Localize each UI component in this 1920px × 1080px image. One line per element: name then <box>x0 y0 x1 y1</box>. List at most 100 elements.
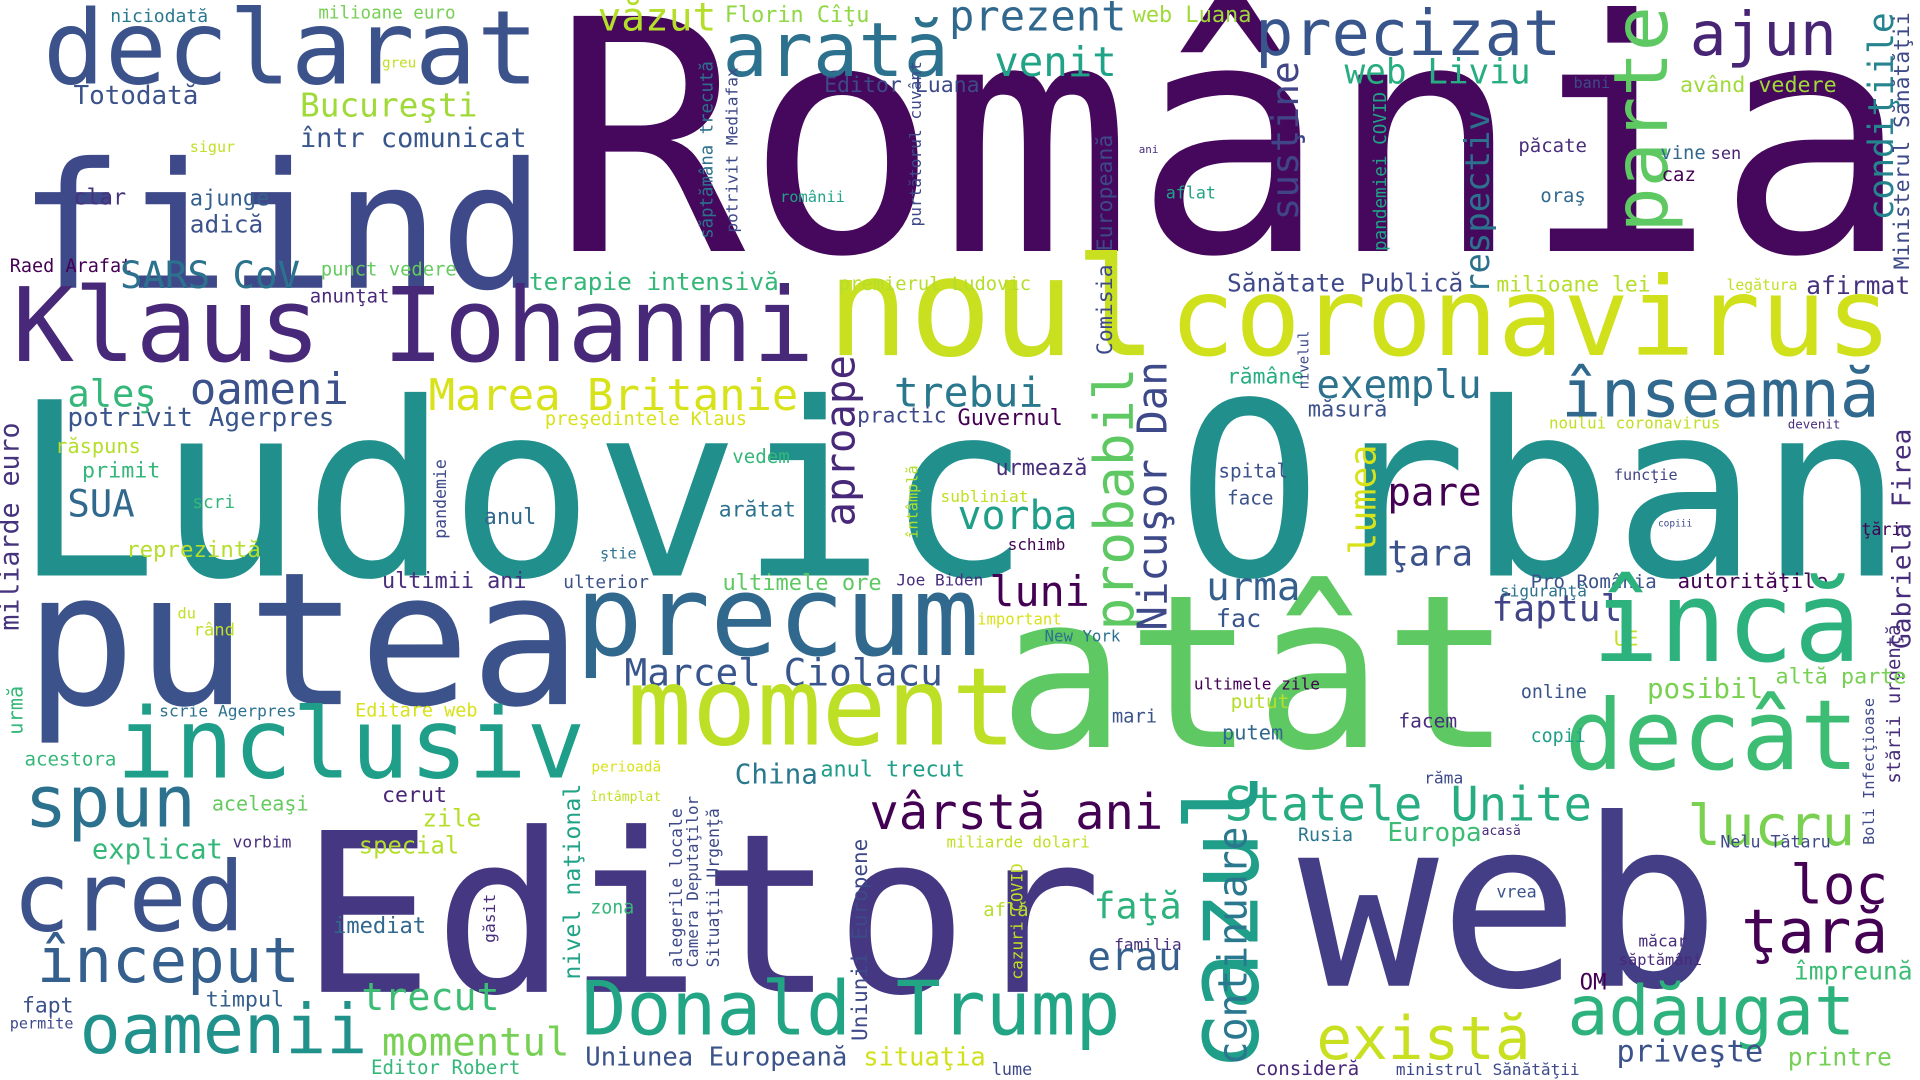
word: terapie intensivă <box>529 267 779 296</box>
word: probabil <box>1082 367 1146 630</box>
word: Totodată <box>73 81 198 111</box>
word: răma <box>1424 769 1463 788</box>
word: premierul Ludovic <box>839 274 1031 295</box>
word: România <box>551 0 1910 328</box>
word: susţine <box>1263 61 1307 220</box>
word: Marcel Ciolacu <box>624 651 942 695</box>
word: special <box>359 831 459 859</box>
word: vârstă ani <box>869 784 1163 841</box>
word: putea <box>24 532 581 748</box>
word: SUA <box>67 482 134 526</box>
word: ultimele ore <box>722 571 881 596</box>
word: faptul <box>1491 587 1622 630</box>
word: rând <box>193 621 235 641</box>
word: Sănătate Publică <box>1227 268 1463 297</box>
word: ani <box>1139 143 1159 156</box>
word: nivel naţional <box>559 784 586 980</box>
word: momentul <box>382 1021 569 1066</box>
word: SARS CoV <box>120 253 300 297</box>
word: ajun <box>1690 0 1837 70</box>
word: lumea <box>1342 444 1385 554</box>
word: găsit <box>480 894 499 943</box>
word: zile <box>422 804 481 833</box>
word: urma <box>1206 565 1300 610</box>
word: într comunicat <box>300 123 527 154</box>
word: lume <box>992 1059 1032 1079</box>
word: milioane euro <box>318 3 455 23</box>
word: familia <box>1114 935 1181 954</box>
word: Uniunii Europene <box>848 839 872 1041</box>
word: potrivit Mediafax <box>722 67 741 233</box>
word: acasă <box>1482 824 1521 839</box>
word: vorba <box>958 493 1078 539</box>
word: stării urgenţă <box>1883 624 1905 783</box>
word: situaţia <box>863 1041 985 1071</box>
word: web <box>1298 770 1720 1042</box>
word: Guvernul <box>958 406 1063 431</box>
word: cazul <box>1165 771 1282 1071</box>
word: punct vedere <box>321 260 457 281</box>
word: parte <box>1597 6 1685 233</box>
word: vedem <box>732 445 790 468</box>
word: oraş <box>1540 186 1585 207</box>
word: românii <box>780 188 845 206</box>
word: coronavirus <box>1169 254 1891 381</box>
word: arătat <box>719 498 796 523</box>
word: funcţie <box>1614 466 1678 484</box>
word: afirmat <box>1806 271 1910 300</box>
word: devenit <box>1788 417 1841 432</box>
word: ştie <box>600 544 637 562</box>
word: anul <box>484 505 537 530</box>
word: aceleaşi <box>212 792 309 816</box>
word: Comisia Europeană <box>1093 135 1118 355</box>
word: printre <box>1788 1042 1892 1071</box>
word: Klaus Iohanni <box>12 267 814 386</box>
word: mari <box>1112 706 1157 727</box>
word: copii <box>1531 726 1586 747</box>
word: sigur <box>190 138 235 156</box>
word: Nicuşor Dan <box>1129 361 1177 630</box>
word: clar <box>73 185 126 210</box>
word: trebui <box>894 369 1043 417</box>
word: pandemiei COVID <box>1371 92 1391 251</box>
word: Nelu Tătaru <box>1720 832 1830 851</box>
word: declarat <box>43 0 539 108</box>
word: continuare <box>1210 827 1256 1066</box>
word: Situaţii Urgenţă <box>704 808 723 967</box>
word: inclusiv <box>116 688 585 801</box>
word: putem <box>1222 721 1283 745</box>
word: Editor Luana <box>824 73 980 98</box>
word: măcar <box>1638 932 1687 951</box>
word: explicat <box>92 834 223 865</box>
word: imediat <box>333 914 426 939</box>
word: moment <box>627 645 1016 770</box>
word: permite <box>10 1015 74 1033</box>
word: autorităţile <box>1678 569 1829 593</box>
word: ţări <box>1861 519 1901 539</box>
word: important <box>977 610 1061 628</box>
word: început <box>37 924 300 997</box>
word: copiii <box>1658 519 1693 530</box>
word: online <box>1521 682 1587 703</box>
word: practic <box>857 402 946 427</box>
word: exemplu <box>1316 363 1481 408</box>
word: Europa <box>1387 818 1481 848</box>
word: facem <box>1398 709 1457 732</box>
word: încă <box>1592 558 1861 688</box>
word: vrea <box>1496 882 1536 902</box>
word: ultimii ani <box>382 569 526 594</box>
word: aleş <box>67 373 156 416</box>
word: alegerile locale <box>667 808 686 967</box>
word: ministrul Sănătăţii <box>1396 1060 1580 1079</box>
word: perioadă <box>591 759 661 775</box>
word: vine <box>1660 143 1705 164</box>
word: web Luana <box>1133 3 1252 28</box>
word: înseamnă <box>1561 355 1879 432</box>
word: timpul <box>206 988 284 1013</box>
word: Rusia <box>1298 825 1353 846</box>
word: Editor Robert <box>371 1057 520 1079</box>
word: altă parte <box>1776 664 1907 689</box>
word: arată <box>722 6 949 94</box>
word: Uniunea Europeană <box>585 1042 847 1072</box>
